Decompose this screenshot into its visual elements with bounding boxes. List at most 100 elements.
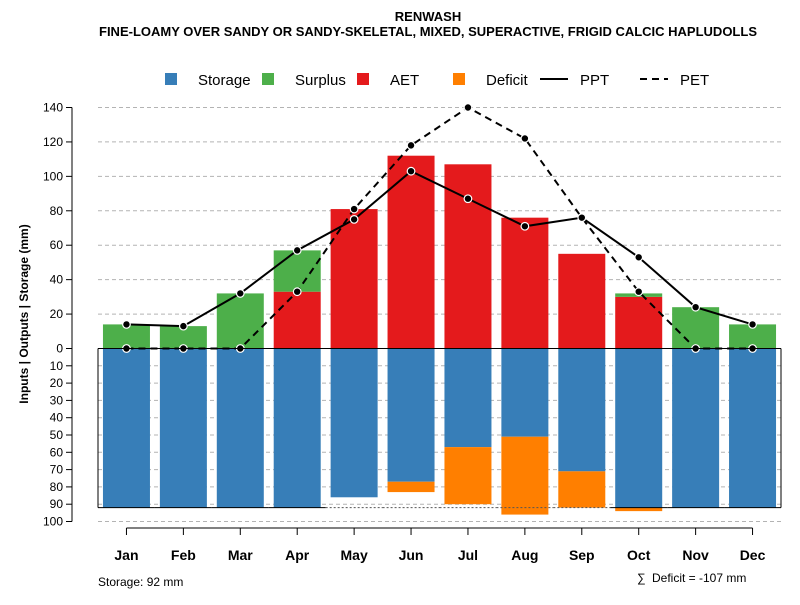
point-ppt-dec — [748, 320, 757, 329]
chart-subtitle: FINE-LOAMY OVER SANDY OR SANDY-SKELETAL,… — [99, 24, 757, 39]
y-tick-label-upper: 0 — [56, 342, 63, 356]
bar-surplus-mar — [216, 293, 264, 349]
legend-label-pet: PET — [680, 72, 709, 89]
point-ppt-feb — [178, 321, 188, 331]
y-tick-label-upper: 80 — [50, 204, 64, 218]
y-tick-label-lower: 20 — [50, 376, 64, 390]
y-tick-label-lower: 70 — [50, 463, 64, 477]
line-pet — [126, 106, 753, 350]
x-tick-label-dec: Dec — [740, 547, 766, 563]
bar-surplus-apr — [273, 250, 321, 292]
gridlines — [98, 107, 781, 522]
bar-aet-jun — [387, 155, 435, 349]
x-tick-label-aug: Aug — [511, 547, 538, 563]
legend-swatch-surplus — [262, 73, 274, 85]
y-tick-label-lower: 100 — [43, 515, 63, 529]
bar-aet-sep — [558, 253, 606, 349]
y-tick-label-upper: 60 — [50, 238, 64, 252]
bar-deficit-oct — [615, 507, 663, 512]
x-tick-label-jan: Jan — [114, 547, 138, 563]
y-tick-label-lower: 10 — [50, 359, 64, 373]
bar-storage-nov — [672, 348, 720, 508]
legend-label-deficit: Deficit — [486, 72, 529, 89]
y-tick-label-lower: 40 — [50, 411, 64, 425]
bar-surplus-feb — [159, 326, 207, 349]
y-tick-label-upper: 120 — [43, 135, 63, 149]
y-axis-label: Inputs | Outputs | Storage (mm) — [17, 224, 31, 403]
point-ppt-jun — [406, 166, 416, 176]
y-tick-label-lower: 80 — [50, 480, 64, 494]
bar-storage-may — [330, 348, 378, 498]
legend-label-aet: AET — [390, 72, 419, 89]
y-tick-label-upper: 40 — [50, 273, 64, 287]
point-ppt-may — [349, 214, 359, 224]
y-tick-label-lower: 90 — [50, 497, 64, 511]
bar-surplus-nov — [672, 307, 720, 349]
point-ppt-oct — [634, 252, 644, 262]
y-tick-label-upper: 20 — [50, 307, 64, 321]
y-tick-label-lower: 60 — [50, 445, 64, 459]
point-ppt-aug — [520, 221, 530, 231]
bar-deficit-jun — [387, 481, 435, 493]
bar-aet-may — [330, 209, 378, 349]
y-tick-label-upper: 100 — [43, 169, 63, 183]
point-ppt-jul — [463, 194, 473, 204]
y-tick-label-upper: 140 — [43, 101, 63, 115]
bar-deficit-aug — [501, 436, 549, 515]
legend-label-ppt: PPT — [580, 72, 609, 89]
x-tick-label-mar: Mar — [228, 547, 253, 563]
bar-storage-sep — [558, 348, 606, 472]
point-ppt-sep — [577, 213, 587, 223]
point-pet-aug — [520, 134, 530, 143]
point-pet-may — [349, 204, 359, 214]
x-tick-label-jul: Jul — [458, 547, 478, 563]
bar-deficit-sep — [558, 471, 606, 508]
x-tick-label-sep: Sep — [569, 547, 595, 563]
x-tick-label-oct: Oct — [627, 547, 651, 563]
bar-storage-jan — [102, 348, 150, 508]
series-lines — [122, 103, 757, 353]
bar-aet-apr — [273, 291, 321, 349]
deficit-footnote: Deficit = -107 mm — [652, 571, 746, 585]
bar-storage-jul — [444, 348, 492, 448]
x-tick-label-nov: Nov — [682, 547, 709, 563]
axes: 0 20 40 60 80 100 120 140 10 20 30 40 50 60 70 80 90 100 J… — [43, 101, 782, 563]
x-tick-label-apr: Apr — [285, 547, 310, 563]
point-ppt-apr — [292, 245, 302, 255]
bar-storage-oct — [615, 348, 663, 508]
legend-label-surplus: Surplus — [295, 72, 346, 89]
bar-deficit-jul — [444, 447, 492, 505]
x-tick-label-feb: Feb — [171, 547, 196, 563]
bar-storage-dec — [729, 348, 777, 508]
bar-aet-jul — [444, 164, 492, 349]
bar-storage-mar — [216, 348, 264, 508]
bar-storage-jun — [387, 348, 435, 482]
storage-footnote: Storage: 92 mm — [98, 575, 183, 589]
point-ppt-mar — [235, 289, 245, 298]
point-ppt-jan — [122, 320, 131, 329]
x-tick-label-jun: Jun — [399, 547, 424, 563]
x-tick-label-may: May — [341, 547, 368, 563]
point-pet-apr — [292, 287, 302, 297]
y-tick-label-lower: 50 — [50, 428, 64, 442]
legend-swatch-aet — [357, 73, 369, 85]
legend-swatch-storage — [165, 73, 177, 85]
y-tick-label-lower: 30 — [50, 393, 64, 407]
bar-storage-feb — [159, 348, 207, 508]
bar-storage-apr — [273, 348, 321, 508]
legend: Storage Surplus AET Deficit PPT PET — [165, 72, 709, 89]
bars — [102, 155, 777, 515]
bar-aet-oct — [615, 296, 663, 349]
chart-title: RENWASH — [395, 9, 461, 24]
point-pet-jul — [463, 103, 473, 112]
legend-swatch-deficit — [453, 73, 465, 85]
bar-aet-aug — [501, 217, 549, 349]
line-ppt — [126, 170, 753, 328]
point-pet-jun — [406, 140, 416, 150]
point-pet-oct — [634, 287, 644, 297]
point-ppt-nov — [691, 302, 701, 312]
legend-label-storage: Storage — [198, 72, 251, 89]
sum-icon: ∑ — [637, 571, 646, 585]
bar-storage-aug — [501, 348, 549, 437]
